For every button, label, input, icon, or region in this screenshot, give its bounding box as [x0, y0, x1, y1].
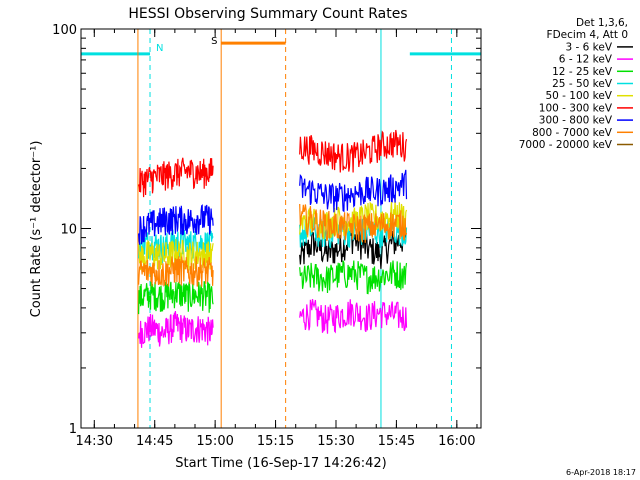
series-line-5-0: [138, 157, 214, 198]
x-tick-label: 15:15: [257, 434, 294, 449]
legend-entry-label: 100 - 300 keV: [539, 102, 613, 114]
series-line-6-1: [299, 169, 408, 213]
x-tick-label: 14:45: [136, 434, 173, 449]
series-line-7-0: [138, 256, 214, 287]
series-line-1-0: [138, 311, 214, 348]
series-line-6-0: [138, 204, 214, 245]
series-line-7-1: [299, 203, 408, 243]
series-line-2-1: [299, 260, 408, 295]
chart-title: HESSI Observing Summary Count Rates: [128, 6, 407, 22]
x-axis: 14:30 14:45 15:00 15:15 15:30 15:45 16:00: [76, 29, 478, 449]
x-tick-label: 14:30: [76, 434, 113, 449]
legend-entry-label: 50 - 100 keV: [545, 90, 612, 102]
y-tick-label: 100: [52, 23, 77, 38]
y-tick-label: 1: [69, 422, 77, 437]
x-tick-label: 16:00: [438, 434, 475, 449]
legend-entry-label: 300 - 800 keV: [539, 115, 613, 127]
legend-entry-label: 7000 - 20000 keV: [519, 139, 613, 151]
x-axis-label: Start Time (16-Sep-17 14:26:42): [175, 456, 386, 471]
y-axis: 1 10 100: [52, 23, 481, 437]
x-tick-label: 15:45: [378, 434, 415, 449]
legend-header-1: FDecim 4, Att 0: [547, 29, 628, 41]
plot-area: SN: [80, 29, 481, 428]
legend-entry-label: 25 - 50 keV: [552, 78, 613, 90]
footer-date: 6-Apr-2018 18:17: [566, 468, 636, 477]
legend-entry-label: 12 - 25 keV: [552, 66, 613, 78]
series-line-5-1: [299, 129, 408, 173]
legend-entry-label: 6 - 12 keV: [559, 54, 613, 66]
legend-entry-label: 800 - 7000 keV: [532, 127, 613, 139]
night-label: N: [156, 43, 163, 54]
attenuator-label: S: [211, 36, 217, 47]
x-tick-label: 15:00: [196, 434, 233, 449]
legend-header-0: Det 1,3,6,: [576, 17, 628, 29]
y-tick-label: 10: [60, 223, 77, 238]
y-axis-label: Count Rate (s⁻¹ detector⁻¹): [29, 141, 44, 318]
x-tick-label: 15:30: [317, 434, 354, 449]
series-line-1-1: [299, 299, 408, 334]
legend-entry-label: 3 - 6 keV: [565, 41, 612, 53]
